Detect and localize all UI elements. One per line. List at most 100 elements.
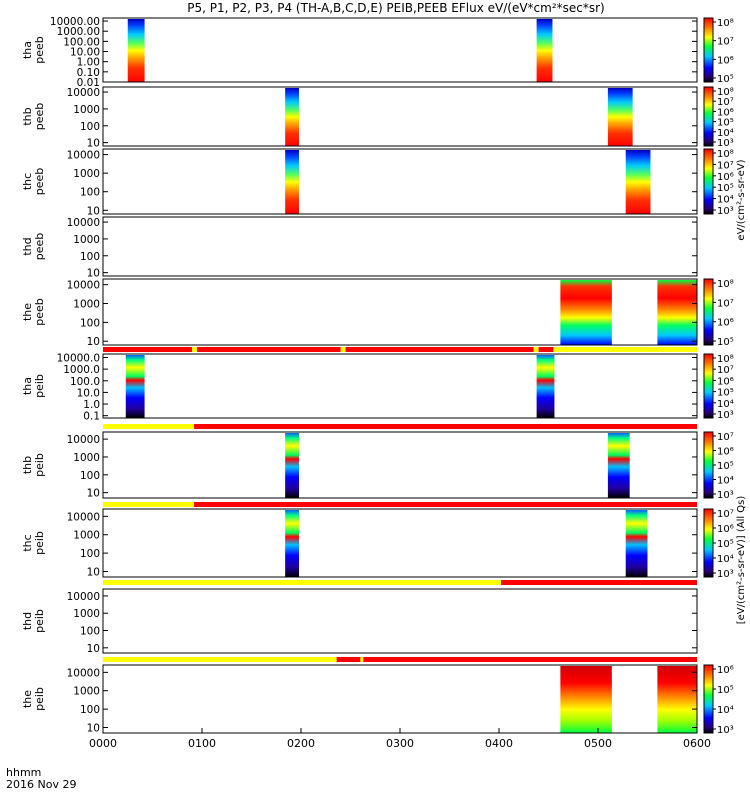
figure-title: P5, P1, P2, P3, P4 (TH-A,B,C,D,E) PEIB,P… <box>187 1 604 15</box>
colorbar-title-ions: [eV/(cm²-s-sr-eV)] (All Qs) <box>736 496 747 625</box>
panel-the-peeb: 10000 1000 100 10 the peeb 10⁸ 10⁷ 10⁶ 10⁵ <box>21 278 734 352</box>
panel-label-probe: thb <box>21 107 34 125</box>
colorbar-label: 10³ <box>717 490 734 501</box>
colorbar-gradient <box>703 353 714 419</box>
mode-bar-segment-thb-peib-0 <box>103 502 195 507</box>
panel-label-product: peib <box>33 609 46 633</box>
colorbar-the-peib: 10⁶ 10⁵ 10⁴ 10³ <box>703 664 734 736</box>
colorbar-label: 10⁵ <box>717 539 734 550</box>
xtick-label: 0400 <box>485 737 513 750</box>
colorbar-label: 10⁵ <box>717 685 734 696</box>
ytick-label: 10000.00 <box>50 16 100 28</box>
ytick-label: 1000 <box>73 452 100 464</box>
mode-bar-segment-the-peeb-0 <box>103 347 193 352</box>
colorbar-label: 10⁶ <box>717 376 734 387</box>
ytick-label: 0.10 <box>77 67 100 79</box>
ytick-label: 0.01 <box>77 77 100 89</box>
colorbar-label: 10³ <box>717 410 734 421</box>
panel-frame-thc-peib <box>102 508 698 578</box>
panel-frame-thd-peib <box>102 588 698 654</box>
colorbar-gradient <box>703 278 714 346</box>
mode-bar-segment-thd-peib-0 <box>103 657 337 662</box>
mode-bar-segment-thc-peib-1 <box>500 580 697 585</box>
panel-label-probe: thc <box>21 534 34 551</box>
ytick-label: 10000 <box>67 150 100 162</box>
panel-label-probe: the <box>21 690 34 708</box>
panel-frame-tha-peib <box>102 353 698 419</box>
xtick-label: 0600 <box>683 737 711 750</box>
panel-frame-thb-peeb <box>102 86 698 147</box>
xtick-label: 0000 <box>89 737 117 750</box>
ytick-label: 10000 <box>67 217 100 229</box>
burst-thb-peib-1 <box>607 433 630 498</box>
panel-frame-tha-peeb <box>102 17 698 83</box>
burst-tha-peib-0 <box>125 355 145 418</box>
ytick-label: 10 <box>87 722 100 734</box>
ytick-label: 100 <box>80 251 100 263</box>
colorbar-label: 10⁸ <box>717 279 734 290</box>
burst-tha-peeb-1 <box>536 19 553 82</box>
ytick-label: 1.0 <box>83 399 100 411</box>
colorbar-label: 10⁷ <box>717 365 734 376</box>
burst-tha-peib-1 <box>536 355 555 418</box>
burst-thc-peib-0 <box>285 510 300 577</box>
ytick-label: 1000 <box>73 530 100 542</box>
ytick-label: 0.1 <box>83 411 100 423</box>
colorbar-thc-peib: 10⁷ 10⁶ 10⁵ 10⁴ 10³ <box>703 508 734 580</box>
colorbar-label: 10⁶ <box>717 55 734 66</box>
ytick-label: 100 <box>80 548 100 560</box>
ytick-label: 10000 <box>67 434 100 446</box>
panel-label-probe: thc <box>21 173 34 190</box>
panel-label-product: peib <box>33 453 46 477</box>
colorbar-label: 10⁵ <box>717 74 734 85</box>
mode-bar-segment-the-peeb-6 <box>538 347 554 352</box>
mode-bar-segment-the-peeb-2 <box>197 347 341 352</box>
ytick-label: 10.00 <box>70 47 100 59</box>
panel-frame-thb-peib <box>102 431 698 499</box>
colorbar-label: 10³ <box>717 138 734 149</box>
mode-bar-segment-thc-peib-0 <box>103 580 501 585</box>
panel-label-product: peeb <box>33 233 46 261</box>
colorbar-label: 10⁶ <box>717 665 734 676</box>
panel-label-product: peeb <box>33 36 46 64</box>
ytick-label: 100 <box>80 317 100 329</box>
ytick-label: 1.00 <box>77 57 100 69</box>
ytick-label: 1000 <box>73 104 100 116</box>
panel-label-product: peib <box>33 687 46 711</box>
ytick-label: 1000.0 <box>63 364 100 376</box>
colorbar-label: 10⁸ <box>717 354 734 365</box>
xtick-label: 0200 <box>287 737 315 750</box>
panel-label-probe: the <box>21 303 34 321</box>
ytick-label: 10 <box>87 643 100 655</box>
colorbar-label: 10⁴ <box>717 195 734 206</box>
burst-thb-peib-0 <box>285 433 300 498</box>
colorbar-gradient <box>703 86 714 147</box>
panel-label-probe: thd <box>21 237 34 255</box>
panel-label-probe: thd <box>21 612 34 630</box>
panel-frame-thc-peeb <box>102 148 698 215</box>
colorbar-the-peeb: 10⁸ 10⁷ 10⁶ 10⁵ <box>703 278 734 348</box>
x-axis-label: hhmm <box>6 766 41 779</box>
panel-label-probe: tha <box>21 41 34 59</box>
ytick-label: 100 <box>80 187 100 199</box>
colorbar-label: 10⁶ <box>717 172 734 183</box>
colorbar-label: 10⁷ <box>717 509 734 520</box>
ytick-label: 10000 <box>67 280 100 292</box>
x-axis: 0000 0100 0200 0300 0400 0500 0600 <box>89 728 711 750</box>
colorbar-label: 10⁴ <box>717 476 734 487</box>
ytick-label: 10.0 <box>77 387 100 399</box>
colorbar-label: 10⁷ <box>717 37 734 48</box>
burst-the-peib-1 <box>657 666 697 733</box>
panel-thc-peib: 10000 1000 100 10 thc peib 10⁷ 10⁶ 10⁵ 10⁴ 10³ <box>21 508 734 585</box>
x-axis-date: 2016 Nov 29 <box>6 778 76 791</box>
colorbar-label: 10⁸ <box>717 149 734 160</box>
ytick-label: 10000 <box>67 87 100 99</box>
colorbar-thb-peib: 10⁷ 10⁶ 10⁵ 10⁴ 10³ <box>703 431 734 501</box>
panel-label-probe: tha <box>21 377 34 395</box>
colorbar-label: 10³ <box>717 725 734 736</box>
ytick-label: 10000 <box>67 511 100 523</box>
